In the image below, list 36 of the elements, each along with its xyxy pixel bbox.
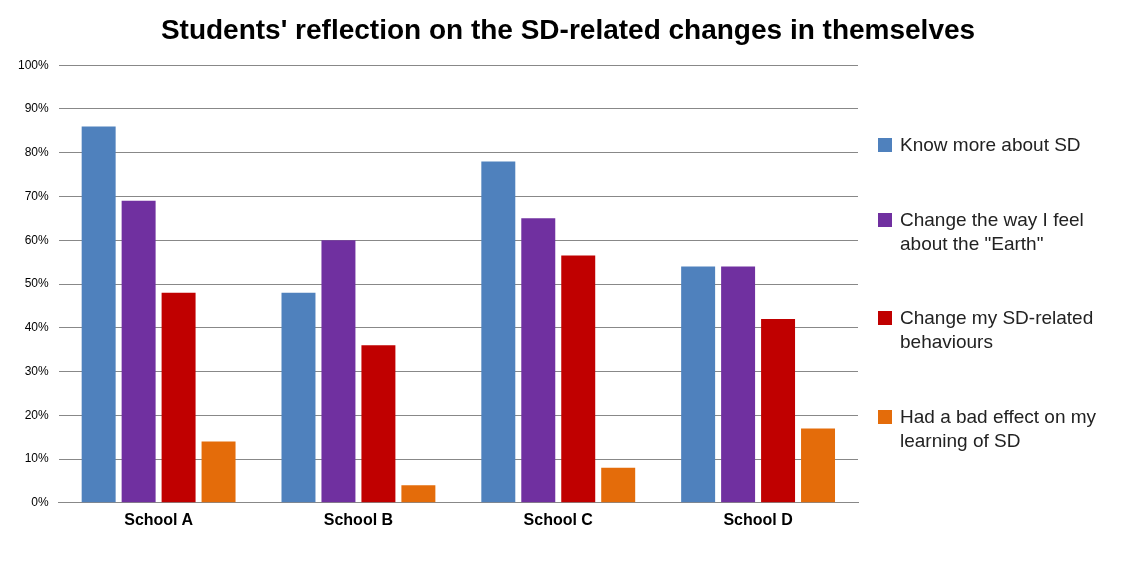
legend-label: Know more about SD <box>900 133 1081 158</box>
bar <box>361 345 396 503</box>
y-tick-label: 90% <box>24 101 50 116</box>
legend-label: Had a bad effect on my learning of SD <box>900 404 1098 453</box>
y-tick-label: 20% <box>24 407 50 422</box>
x-tick-label: School C <box>523 510 594 528</box>
bar <box>321 240 356 503</box>
y-tick-label: 80% <box>24 145 50 160</box>
bar <box>761 319 796 503</box>
bar <box>721 266 756 503</box>
x-tick-label: School B <box>323 510 394 528</box>
bar <box>81 126 116 503</box>
legend-label: Change the way I feel about the "Earth" <box>900 207 1085 256</box>
y-tick-label: 40% <box>24 320 50 335</box>
bar <box>681 266 716 503</box>
bar <box>561 255 596 503</box>
y-tick-label: 10% <box>24 451 50 466</box>
x-tick-label: School A <box>124 510 194 528</box>
y-tick-label: 30% <box>24 363 50 378</box>
y-tick-label: 100% <box>17 57 50 72</box>
bar <box>161 292 196 503</box>
bar <box>281 292 316 503</box>
y-tick-label: 0% <box>31 495 50 510</box>
bar <box>801 428 836 503</box>
bar <box>481 161 516 503</box>
legend-label: Change my SD-related behaviours <box>900 306 1095 355</box>
bar <box>401 485 436 503</box>
y-tick-label: 50% <box>24 276 50 291</box>
bar <box>201 441 236 503</box>
y-tick-label: 70% <box>24 188 50 203</box>
bar <box>521 218 556 503</box>
bar <box>121 200 156 503</box>
bar <box>601 467 636 503</box>
y-tick-label: 60% <box>24 232 50 247</box>
chart-title: Students' reflection on the SD-related changes in themselves <box>159 13 977 47</box>
x-tick-label: School D <box>723 510 793 528</box>
